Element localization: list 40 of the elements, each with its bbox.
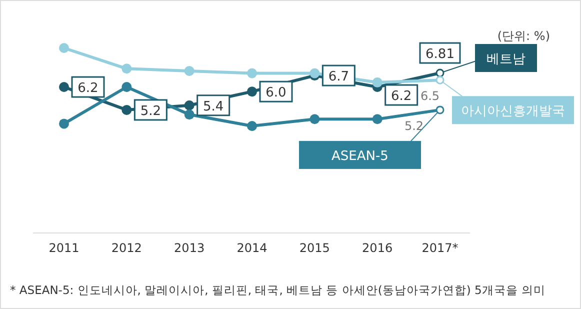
text: (단위: %) — [497, 29, 550, 43]
point — [247, 68, 257, 78]
point — [184, 100, 194, 110]
point — [247, 86, 257, 97]
data-label: 5.2 — [404, 118, 424, 133]
data-label: 6.5 — [420, 89, 440, 104]
data-label: 6.81 — [426, 47, 454, 62]
x-tick-label: 2014 — [236, 241, 268, 255]
x-tick-label: 2015 — [299, 241, 330, 255]
data-label: 6.7 — [328, 70, 350, 85]
point — [310, 68, 320, 78]
data-label: 5.4 — [202, 99, 224, 114]
point — [122, 104, 132, 115]
x-tick-label: 2012 — [111, 241, 142, 255]
point — [247, 121, 257, 131]
x-tick-label: 2016 — [362, 241, 393, 255]
point — [436, 106, 444, 114]
text: 아시아신흥개발국 — [461, 104, 565, 120]
point — [436, 76, 444, 84]
point — [122, 82, 132, 92]
point — [59, 82, 69, 92]
legend-label: 베트남 — [486, 52, 526, 68]
data-label: 6.0 — [266, 86, 286, 101]
x-tick-label: 2011 — [48, 241, 80, 255]
point — [436, 68, 444, 78]
point — [184, 66, 194, 76]
point — [310, 114, 320, 124]
text: ASEAN-5 — [332, 148, 388, 164]
data-label: 6.2 — [78, 81, 98, 96]
point — [372, 77, 382, 88]
text: * ASEAN-5: 인도네시아, 말레이시아, 필리핀, 태국, 베트남 등 아세안(동남아국가연합) 5개국을 의미 — [10, 283, 546, 297]
x-tick-label: 2013 — [174, 241, 205, 255]
point — [184, 110, 194, 120]
point — [372, 114, 382, 124]
point — [122, 64, 132, 74]
point — [59, 43, 69, 53]
data-label: 6.2 — [390, 89, 412, 104]
x-tick-label: 2017* — [422, 241, 458, 255]
point — [59, 118, 69, 129]
data-label: 5.2 — [140, 104, 162, 119]
